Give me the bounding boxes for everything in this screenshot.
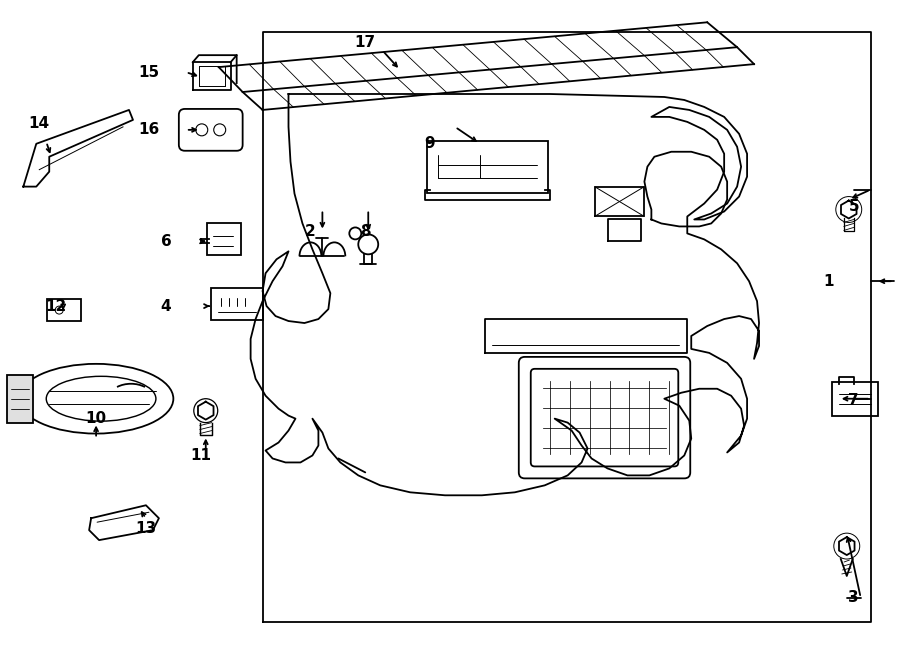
Text: 9: 9 xyxy=(425,136,436,151)
Text: 17: 17 xyxy=(355,35,376,50)
FancyBboxPatch shape xyxy=(428,141,548,192)
Text: 10: 10 xyxy=(86,411,107,426)
Text: 13: 13 xyxy=(135,521,157,535)
FancyBboxPatch shape xyxy=(179,109,243,151)
Text: 14: 14 xyxy=(29,116,50,132)
Ellipse shape xyxy=(19,364,174,434)
Text: 6: 6 xyxy=(160,234,171,249)
Text: 4: 4 xyxy=(160,299,171,313)
Text: 11: 11 xyxy=(190,448,212,463)
FancyBboxPatch shape xyxy=(47,299,81,321)
Ellipse shape xyxy=(46,376,156,421)
Text: 7: 7 xyxy=(849,393,859,408)
Text: 1: 1 xyxy=(824,274,834,289)
Text: 8: 8 xyxy=(360,224,371,239)
FancyBboxPatch shape xyxy=(207,223,240,255)
Text: 15: 15 xyxy=(139,65,159,79)
FancyBboxPatch shape xyxy=(531,369,679,467)
Text: 5: 5 xyxy=(849,199,859,214)
Text: 12: 12 xyxy=(46,299,67,313)
Text: 3: 3 xyxy=(849,590,859,605)
Text: 2: 2 xyxy=(305,224,316,239)
FancyBboxPatch shape xyxy=(832,382,878,416)
FancyBboxPatch shape xyxy=(211,288,263,320)
Text: 16: 16 xyxy=(139,122,159,137)
FancyBboxPatch shape xyxy=(7,375,33,422)
